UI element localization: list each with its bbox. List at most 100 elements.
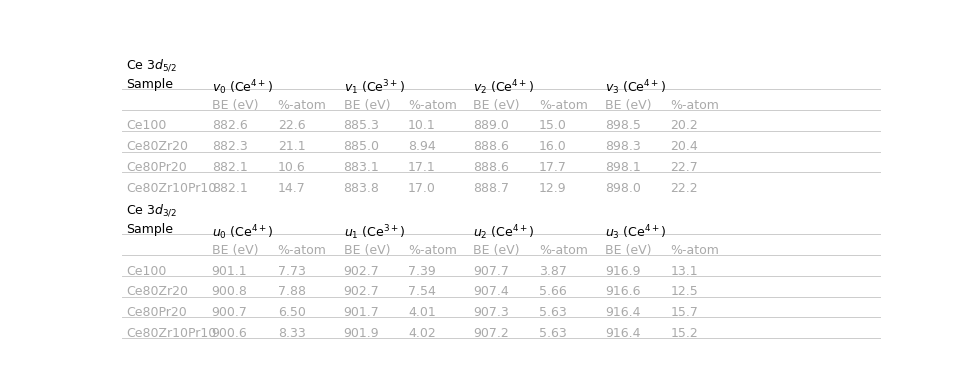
Text: 15.7: 15.7: [669, 306, 698, 319]
Text: BE (eV): BE (eV): [211, 244, 258, 257]
Text: Ce100: Ce100: [126, 119, 166, 133]
Text: BE (eV): BE (eV): [343, 244, 390, 257]
Text: 8.33: 8.33: [277, 327, 305, 340]
Text: Ce80Zr20: Ce80Zr20: [126, 140, 188, 153]
Text: 883.8: 883.8: [343, 182, 379, 195]
Text: 901.1: 901.1: [211, 264, 247, 278]
Text: BE (eV): BE (eV): [473, 244, 519, 257]
Text: Sample: Sample: [126, 223, 173, 236]
Text: 22.2: 22.2: [669, 182, 698, 195]
Text: %-atom: %-atom: [277, 244, 326, 257]
Text: 888.6: 888.6: [473, 140, 509, 153]
Text: %-atom: %-atom: [538, 244, 587, 257]
Text: %-atom: %-atom: [277, 99, 326, 112]
Text: 4.01: 4.01: [407, 306, 436, 319]
Text: 907.3: 907.3: [473, 306, 508, 319]
Text: 7.88: 7.88: [277, 285, 306, 298]
Text: 916.4: 916.4: [605, 327, 640, 340]
Text: 916.4: 916.4: [605, 306, 640, 319]
Text: BE (eV): BE (eV): [605, 99, 651, 112]
Text: 907.7: 907.7: [473, 264, 509, 278]
Text: Ce80Pr20: Ce80Pr20: [126, 161, 187, 174]
Text: 902.7: 902.7: [343, 285, 379, 298]
Text: 898.3: 898.3: [605, 140, 640, 153]
Text: %-atom: %-atom: [669, 244, 718, 257]
Text: 7.73: 7.73: [277, 264, 305, 278]
Text: %-atom: %-atom: [407, 99, 456, 112]
Text: 4.02: 4.02: [407, 327, 436, 340]
Text: 888.6: 888.6: [473, 161, 509, 174]
Text: Ce100: Ce100: [126, 264, 166, 278]
Text: 3.87: 3.87: [538, 264, 567, 278]
Text: 907.4: 907.4: [473, 285, 508, 298]
Text: 907.2: 907.2: [473, 327, 508, 340]
Text: 885.0: 885.0: [343, 140, 379, 153]
Text: 885.3: 885.3: [343, 119, 379, 133]
Text: BE (eV): BE (eV): [343, 99, 390, 112]
Text: 900.8: 900.8: [211, 285, 247, 298]
Text: 17.0: 17.0: [407, 182, 436, 195]
Text: 900.6: 900.6: [211, 327, 247, 340]
Text: 15.2: 15.2: [669, 327, 698, 340]
Text: 882.1: 882.1: [211, 182, 247, 195]
Text: 898.0: 898.0: [605, 182, 640, 195]
Text: Ce 3$d_{3/2}$: Ce 3$d_{3/2}$: [126, 202, 177, 218]
Text: Ce 3$d_{5/2}$: Ce 3$d_{5/2}$: [126, 57, 177, 73]
Text: 12.5: 12.5: [669, 285, 698, 298]
Text: 16.0: 16.0: [538, 140, 567, 153]
Text: $u_2$ (Ce$^{4+}$): $u_2$ (Ce$^{4+}$): [473, 223, 534, 242]
Text: 898.5: 898.5: [605, 119, 640, 133]
Text: $v_2$ (Ce$^{4+}$): $v_2$ (Ce$^{4+}$): [473, 78, 533, 97]
Text: 882.3: 882.3: [211, 140, 247, 153]
Text: Ce80Zr10Pr10: Ce80Zr10Pr10: [126, 327, 216, 340]
Text: 889.0: 889.0: [473, 119, 509, 133]
Text: $u_0$ (Ce$^{4+}$): $u_0$ (Ce$^{4+}$): [211, 223, 274, 242]
Text: 902.7: 902.7: [343, 264, 379, 278]
Text: 882.1: 882.1: [211, 161, 247, 174]
Text: 21.1: 21.1: [277, 140, 305, 153]
Text: BE (eV): BE (eV): [473, 99, 519, 112]
Text: 901.7: 901.7: [343, 306, 379, 319]
Text: 6.50: 6.50: [277, 306, 305, 319]
Text: 5.66: 5.66: [538, 285, 567, 298]
Text: 916.9: 916.9: [605, 264, 640, 278]
Text: 20.2: 20.2: [669, 119, 698, 133]
Text: 916.6: 916.6: [605, 285, 640, 298]
Text: %-atom: %-atom: [538, 99, 587, 112]
Text: 8.94: 8.94: [407, 140, 436, 153]
Text: $u_1$ (Ce$^{3+}$): $u_1$ (Ce$^{3+}$): [343, 223, 404, 242]
Text: 22.7: 22.7: [669, 161, 698, 174]
Text: 10.6: 10.6: [277, 161, 305, 174]
Text: Sample: Sample: [126, 78, 173, 91]
Text: 882.6: 882.6: [211, 119, 247, 133]
Text: 15.0: 15.0: [538, 119, 567, 133]
Text: 14.7: 14.7: [277, 182, 305, 195]
Text: 7.54: 7.54: [407, 285, 436, 298]
Text: 900.7: 900.7: [211, 306, 247, 319]
Text: $v_1$ (Ce$^{3+}$): $v_1$ (Ce$^{3+}$): [343, 78, 404, 97]
Text: Ce80Zr20: Ce80Zr20: [126, 285, 188, 298]
Text: BE (eV): BE (eV): [211, 99, 258, 112]
Text: $v_0$ (Ce$^{4+}$): $v_0$ (Ce$^{4+}$): [211, 78, 273, 97]
Text: 898.1: 898.1: [605, 161, 640, 174]
Text: 13.1: 13.1: [669, 264, 698, 278]
Text: 5.63: 5.63: [538, 327, 567, 340]
Text: %-atom: %-atom: [669, 99, 718, 112]
Text: 888.7: 888.7: [473, 182, 509, 195]
Text: 5.63: 5.63: [538, 306, 567, 319]
Text: BE (eV): BE (eV): [605, 244, 651, 257]
Text: 901.9: 901.9: [343, 327, 379, 340]
Text: 17.7: 17.7: [538, 161, 567, 174]
Text: 20.4: 20.4: [669, 140, 698, 153]
Text: 883.1: 883.1: [343, 161, 379, 174]
Text: $u_3$ (Ce$^{4+}$): $u_3$ (Ce$^{4+}$): [605, 223, 666, 242]
Text: 22.6: 22.6: [277, 119, 305, 133]
Text: Ce80Pr20: Ce80Pr20: [126, 306, 187, 319]
Text: 17.1: 17.1: [407, 161, 436, 174]
Text: Ce80Zr10Pr10: Ce80Zr10Pr10: [126, 182, 216, 195]
Text: 7.39: 7.39: [407, 264, 436, 278]
Text: 10.1: 10.1: [407, 119, 436, 133]
Text: 12.9: 12.9: [538, 182, 566, 195]
Text: %-atom: %-atom: [407, 244, 456, 257]
Text: $v_3$ (Ce$^{4+}$): $v_3$ (Ce$^{4+}$): [605, 78, 665, 97]
